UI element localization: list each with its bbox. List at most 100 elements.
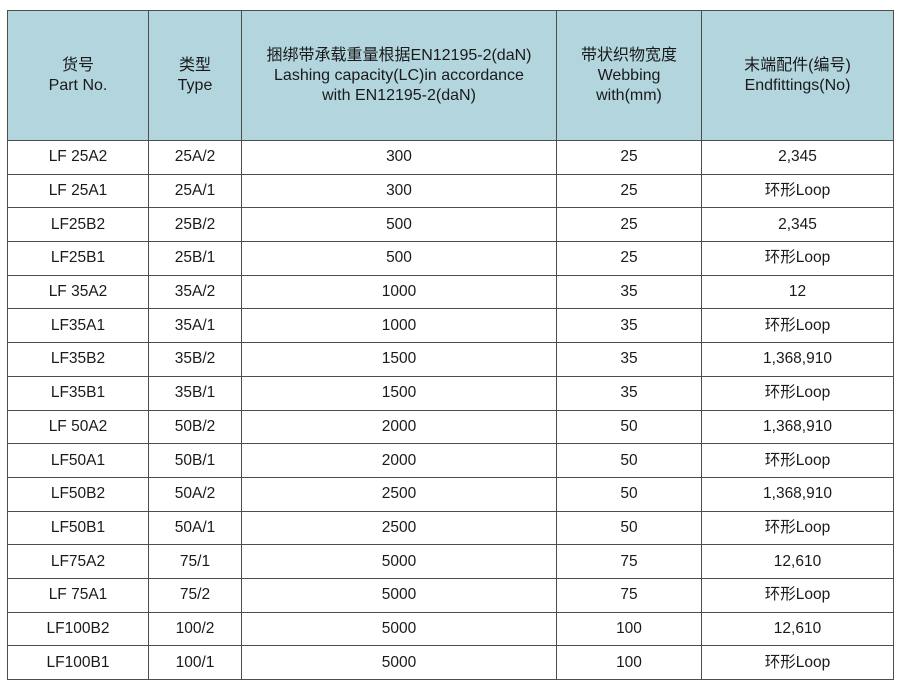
cell-webbing: 35 xyxy=(556,308,702,344)
cell-endfittings: 12,610 xyxy=(701,544,894,579)
cell-webbing: 100 xyxy=(556,645,702,680)
header-webbing-en-line1: Webbing xyxy=(597,66,661,84)
cell-capacity: 5000 xyxy=(241,611,557,647)
cell-webbing: 75 xyxy=(556,544,702,579)
header-webbing-cn: 带状织物宽度 xyxy=(580,46,677,64)
cell-type: 25A/2 xyxy=(148,140,242,175)
cell-part-no: LF50B2 xyxy=(7,476,149,512)
cell-endfittings: 环形Loop xyxy=(701,577,894,613)
cell-webbing: 50 xyxy=(556,409,702,445)
header-webbing-en-line2: with(mm) xyxy=(596,86,662,104)
cell-capacity: 1500 xyxy=(241,342,557,377)
cell-webbing: 25 xyxy=(556,140,702,175)
cell-webbing: 25 xyxy=(556,241,702,276)
header-type: 类型 Type xyxy=(148,10,242,141)
cell-endfittings: 环形Loop xyxy=(701,375,894,411)
cell-type: 75/1 xyxy=(148,544,242,579)
cell-endfittings: 12 xyxy=(701,274,894,310)
cell-capacity: 300 xyxy=(241,173,557,209)
table-row: LF50B1 50A/1 2500 50 环形Loop xyxy=(7,510,894,546)
table-row: LF 35A2 35A/2 1000 35 12 xyxy=(7,274,894,310)
cell-type: 50B/1 xyxy=(148,443,242,478)
table-row: LF50A1 50B/1 2000 50 环形Loop xyxy=(7,443,894,478)
cell-capacity: 1500 xyxy=(241,375,557,411)
cell-type: 50A/1 xyxy=(148,510,242,546)
cell-capacity: 500 xyxy=(241,207,557,243)
cell-webbing: 35 xyxy=(556,375,702,411)
cell-endfittings: 环形Loop xyxy=(701,173,894,209)
cell-endfittings: 1,368,910 xyxy=(701,409,894,445)
cell-type: 25A/1 xyxy=(148,173,242,209)
cell-part-no: LF25B1 xyxy=(7,241,149,276)
cell-type: 100/2 xyxy=(148,611,242,647)
cell-webbing: 50 xyxy=(556,510,702,546)
cell-endfittings: 环形Loop xyxy=(701,645,894,680)
cell-capacity: 500 xyxy=(241,241,557,276)
header-part-no-cn: 货号 xyxy=(61,56,94,74)
cell-part-no: LF50A1 xyxy=(7,443,149,478)
table-row: LF 75A1 75/2 5000 75 环形Loop xyxy=(7,577,894,613)
header-capacity: 捆绑带承载重量根据EN12195-2(daN) Lashing capacity… xyxy=(241,10,557,141)
cell-part-no: LF100B1 xyxy=(7,645,149,680)
table-row: LF100B1 100/1 5000 100 环形Loop xyxy=(7,645,894,680)
header-capacity-en-line2: with EN12195-2(daN) xyxy=(322,86,476,104)
cell-type: 50A/2 xyxy=(148,476,242,512)
cell-capacity: 2500 xyxy=(241,510,557,546)
specification-table: 货号 Part No. 类型 Type 捆绑带承载重量根据EN12195-2(d… xyxy=(7,10,894,680)
cell-capacity: 5000 xyxy=(241,645,557,680)
cell-type: 50B/2 xyxy=(148,409,242,445)
table-row: LF35B2 35B/2 1500 35 1,368,910 xyxy=(7,342,894,377)
cell-type: 35A/2 xyxy=(148,274,242,310)
cell-part-no: LF 50A2 xyxy=(7,409,149,445)
cell-type: 75/2 xyxy=(148,577,242,613)
table-row: LF25B2 25B/2 500 25 2,345 xyxy=(7,207,894,243)
cell-capacity: 5000 xyxy=(241,577,557,613)
cell-part-no: LF100B2 xyxy=(7,611,149,647)
cell-capacity: 1000 xyxy=(241,308,557,344)
cell-type: 25B/2 xyxy=(148,207,242,243)
table-row: LF 25A1 25A/1 300 25 环形Loop xyxy=(7,173,894,209)
cell-part-no: LF50B1 xyxy=(7,510,149,546)
cell-endfittings: 2,345 xyxy=(701,207,894,243)
header-part-no-en: Part No. xyxy=(48,76,108,94)
header-endfittings: 末端配件(编号) Endfittings(No) xyxy=(701,10,894,141)
header-capacity-en-line1: Lashing capacity(LC)in accordance xyxy=(274,66,524,84)
cell-capacity: 1000 xyxy=(241,274,557,310)
cell-endfittings: 环形Loop xyxy=(701,443,894,478)
table-row: LF100B2 100/2 5000 100 12,610 xyxy=(7,611,894,647)
table-header: 货号 Part No. 类型 Type 捆绑带承载重量根据EN12195-2(d… xyxy=(7,10,894,141)
cell-webbing: 75 xyxy=(556,577,702,613)
header-type-cn: 类型 xyxy=(178,56,211,74)
cell-endfittings: 2,345 xyxy=(701,140,894,175)
table-row: LF35A1 35A/1 1000 35 环形Loop xyxy=(7,308,894,344)
table-row: LF35B1 35B/1 1500 35 环形Loop xyxy=(7,375,894,411)
header-endfittings-cn: 末端配件(编号) xyxy=(744,56,851,74)
cell-endfittings: 12,610 xyxy=(701,611,894,647)
table-body: LF 25A2 25A/2 300 25 2,345 LF 25A1 25A/1 300 25 环… xyxy=(7,140,894,680)
cell-webbing: 50 xyxy=(556,476,702,512)
header-endfittings-en: Endfittings(No) xyxy=(744,76,851,94)
cell-webbing: 25 xyxy=(556,207,702,243)
cell-endfittings: 1,368,910 xyxy=(701,342,894,377)
cell-capacity: 2500 xyxy=(241,476,557,512)
header-capacity-cn: 捆绑带承载重量根据EN12195-2(daN) xyxy=(266,46,532,64)
cell-type: 100/1 xyxy=(148,645,242,680)
cell-type: 35A/1 xyxy=(148,308,242,344)
cell-type: 35B/1 xyxy=(148,375,242,411)
cell-type: 25B/1 xyxy=(148,241,242,276)
table-row: LF 25A2 25A/2 300 25 2,345 xyxy=(7,140,894,175)
cell-part-no: LF35B1 xyxy=(7,375,149,411)
cell-capacity: 2000 xyxy=(241,443,557,478)
cell-webbing: 50 xyxy=(556,443,702,478)
table-row: LF 50A2 50B/2 2000 50 1,368,910 xyxy=(7,409,894,445)
cell-capacity: 5000 xyxy=(241,544,557,579)
header-part-no: 货号 Part No. xyxy=(7,10,149,141)
header-row: 货号 Part No. 类型 Type 捆绑带承载重量根据EN12195-2(d… xyxy=(7,10,894,141)
cell-webbing: 100 xyxy=(556,611,702,647)
cell-part-no: LF25B2 xyxy=(7,207,149,243)
cell-part-no: LF35A1 xyxy=(7,308,149,344)
cell-type: 35B/2 xyxy=(148,342,242,377)
cell-part-no: LF75A2 xyxy=(7,544,149,579)
cell-endfittings: 环形Loop xyxy=(701,308,894,344)
header-type-en: Type xyxy=(177,76,213,94)
